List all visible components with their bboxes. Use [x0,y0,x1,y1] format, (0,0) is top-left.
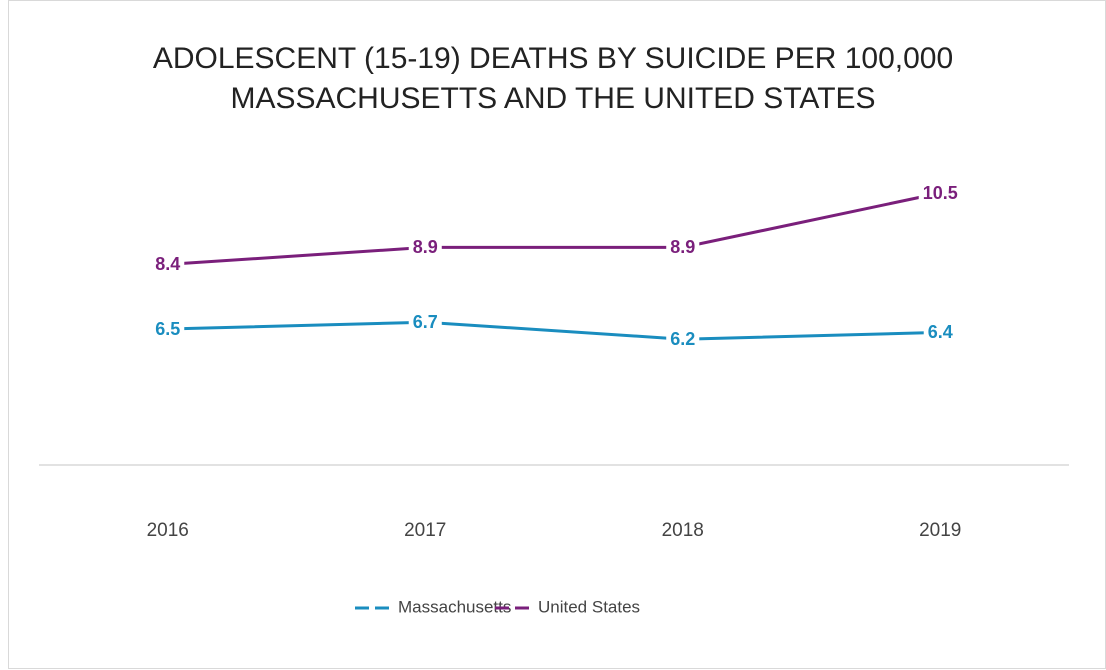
data-label-bg [151,317,185,341]
x-tick-label: 2019 [919,520,961,541]
data-label-bg [666,235,700,260]
data-label-bg [923,320,957,345]
data-label-bg [666,327,700,352]
x-tick-label: 2018 [662,520,704,541]
data-label-bg [918,181,962,205]
legend-label: United States [538,597,640,616]
data-label-bg [151,252,185,277]
chart-subtitle: MASSACHUSETTS AND THE UNITED STATES [230,82,875,115]
data-label: 8.4 [155,254,180,274]
series-line [167,320,941,341]
data-label: 10.5 [923,183,958,203]
data-label: 8.9 [413,237,438,257]
series-line [167,191,941,266]
data-label: 6.4 [928,322,953,342]
data-label: 6.5 [155,319,180,339]
chart-border [8,0,1106,669]
data-label: 6.7 [413,312,438,332]
legend-label: Massachusetts [398,597,511,616]
x-tick-label: 2017 [404,520,446,541]
x-tick-label: 2016 [147,520,189,541]
data-label: 8.9 [670,237,695,257]
data-label: 6.2 [670,329,695,349]
data-label-bg [408,310,442,335]
chart-title: ADOLESCENT (15-19) DEATHS BY SUICIDE PER… [153,42,953,75]
data-label-bg [408,235,442,260]
